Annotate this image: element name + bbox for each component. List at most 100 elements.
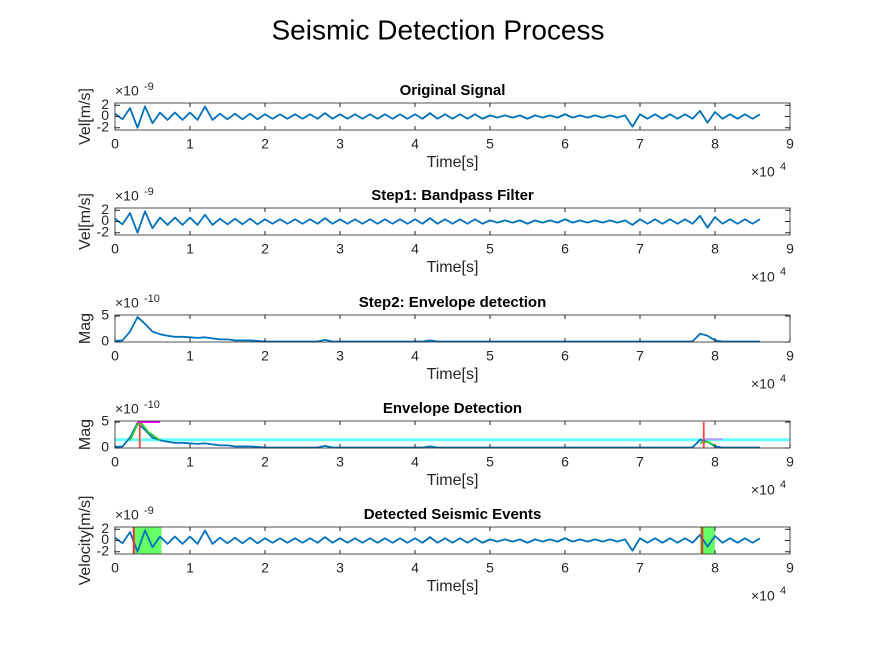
x-exponent-base: ×10 [751,482,775,498]
x-exponent: 4 [780,585,786,597]
y-axis-label: Vel[m/s] [77,193,94,250]
y-exponent: -9 [144,505,154,517]
y-tick-label: 5 [101,413,109,429]
x-tick-label: 0 [111,241,119,257]
x-tick-label: 3 [336,136,344,152]
x-tick-label: 1 [186,348,194,364]
y-axis-label: Velocity[m/s] [77,496,94,586]
y-tick-label: 2 [101,96,109,112]
y-axis-label: Vel[m/s] [77,88,94,145]
y-exponent: -10 [144,399,160,411]
x-tick-label: 4 [411,454,419,470]
y-exponent-base: ×10 [115,83,139,99]
y-exponent: -10 [144,293,160,305]
x-tick-label: 0 [111,454,119,470]
x-tick-label: 7 [636,560,644,576]
y-tick-label: -2 [97,542,110,558]
x-tick-label: 0 [111,560,119,576]
x-tick-label: 2 [261,136,269,152]
x-tick-label: 2 [261,348,269,364]
x-axis-label: Time[s] [427,578,479,595]
x-tick-label: 2 [261,454,269,470]
x-tick-label: 6 [561,348,569,364]
y-tick-label: 5 [101,307,109,323]
y-exponent-base: ×10 [115,188,139,204]
x-exponent: 4 [780,266,786,278]
x-tick-label: 1 [186,136,194,152]
x-tick-label: 6 [561,560,569,576]
x-tick-label: 4 [411,348,419,364]
x-tick-label: 4 [411,241,419,257]
x-exponent-base: ×10 [751,269,775,285]
series-line [114,529,761,553]
series-line [129,422,716,447]
x-tick-label: 7 [636,348,644,364]
x-tick-label: 0 [111,348,119,364]
x-tick-label: 5 [486,348,494,364]
x-tick-label: 5 [486,560,494,576]
x-tick-label: 8 [711,241,719,257]
axes-title: Original Signal [400,82,506,99]
y-exponent: -9 [144,186,154,198]
axes-title: Detected Seismic Events [364,506,542,523]
x-tick-label: 8 [711,348,719,364]
y-tick-label: -2 [97,223,110,239]
y-axis-label: Mag [77,313,94,344]
y-axis-label: Mag [77,419,94,450]
x-tick-label: 8 [711,136,719,152]
x-tick-label: 6 [561,241,569,257]
y-exponent-base: ×10 [115,401,139,417]
x-tick-label: 5 [486,241,494,257]
x-tick-label: 4 [411,136,419,152]
series-line [114,105,761,129]
y-exponent-base: ×10 [115,295,139,311]
x-tick-label: 3 [336,241,344,257]
x-tick-label: 3 [336,348,344,364]
x-tick-label: 7 [636,454,644,470]
y-tick-label: 0 [101,212,109,228]
x-tick-label: 9 [786,241,794,257]
series-line [114,316,760,343]
y-tick-label: 2 [101,201,109,217]
x-exponent: 4 [780,161,786,173]
x-tick-label: 1 [186,454,194,470]
x-exponent-base: ×10 [751,376,775,392]
figure-title: Seismic Detection Process [271,14,604,45]
x-exponent-base: ×10 [751,164,775,180]
y-tick-label: 2 [101,520,109,536]
x-tick-label: 9 [786,560,794,576]
y-tick-label: 0 [101,333,109,349]
axes-title: Step2: Envelope detection [359,294,547,311]
x-axis-label: Time[s] [427,472,479,489]
x-tick-label: 1 [186,241,194,257]
x-tick-label: 9 [786,454,794,470]
series-line [114,422,760,449]
series-line [138,422,705,448]
axes-title: Step1: Bandpass Filter [371,187,534,204]
x-tick-label: 9 [786,348,794,364]
x-tick-label: 2 [261,241,269,257]
axes-frame [114,314,791,343]
x-exponent: 4 [780,479,786,491]
event-region [700,527,715,554]
x-tick-label: 3 [336,454,344,470]
x-tick-label: 4 [411,560,419,576]
x-tick-label: 0 [111,136,119,152]
x-tick-label: 7 [636,136,644,152]
x-axis-label: Time[s] [427,366,479,383]
y-tick-label: 0 [101,531,109,547]
x-exponent-base: ×10 [751,588,775,604]
x-tick-label: 6 [561,454,569,470]
series-line [114,210,761,234]
y-exponent-base: ×10 [115,507,139,523]
x-tick-label: 9 [786,136,794,152]
x-tick-label: 8 [711,560,719,576]
y-tick-label: -2 [97,118,110,134]
x-axis-label: Time[s] [427,259,479,276]
axes-title: Envelope Detection [383,400,522,417]
x-tick-label: 7 [636,241,644,257]
x-tick-label: 5 [486,136,494,152]
y-exponent: -9 [144,81,154,93]
y-tick-label: 0 [101,107,109,123]
